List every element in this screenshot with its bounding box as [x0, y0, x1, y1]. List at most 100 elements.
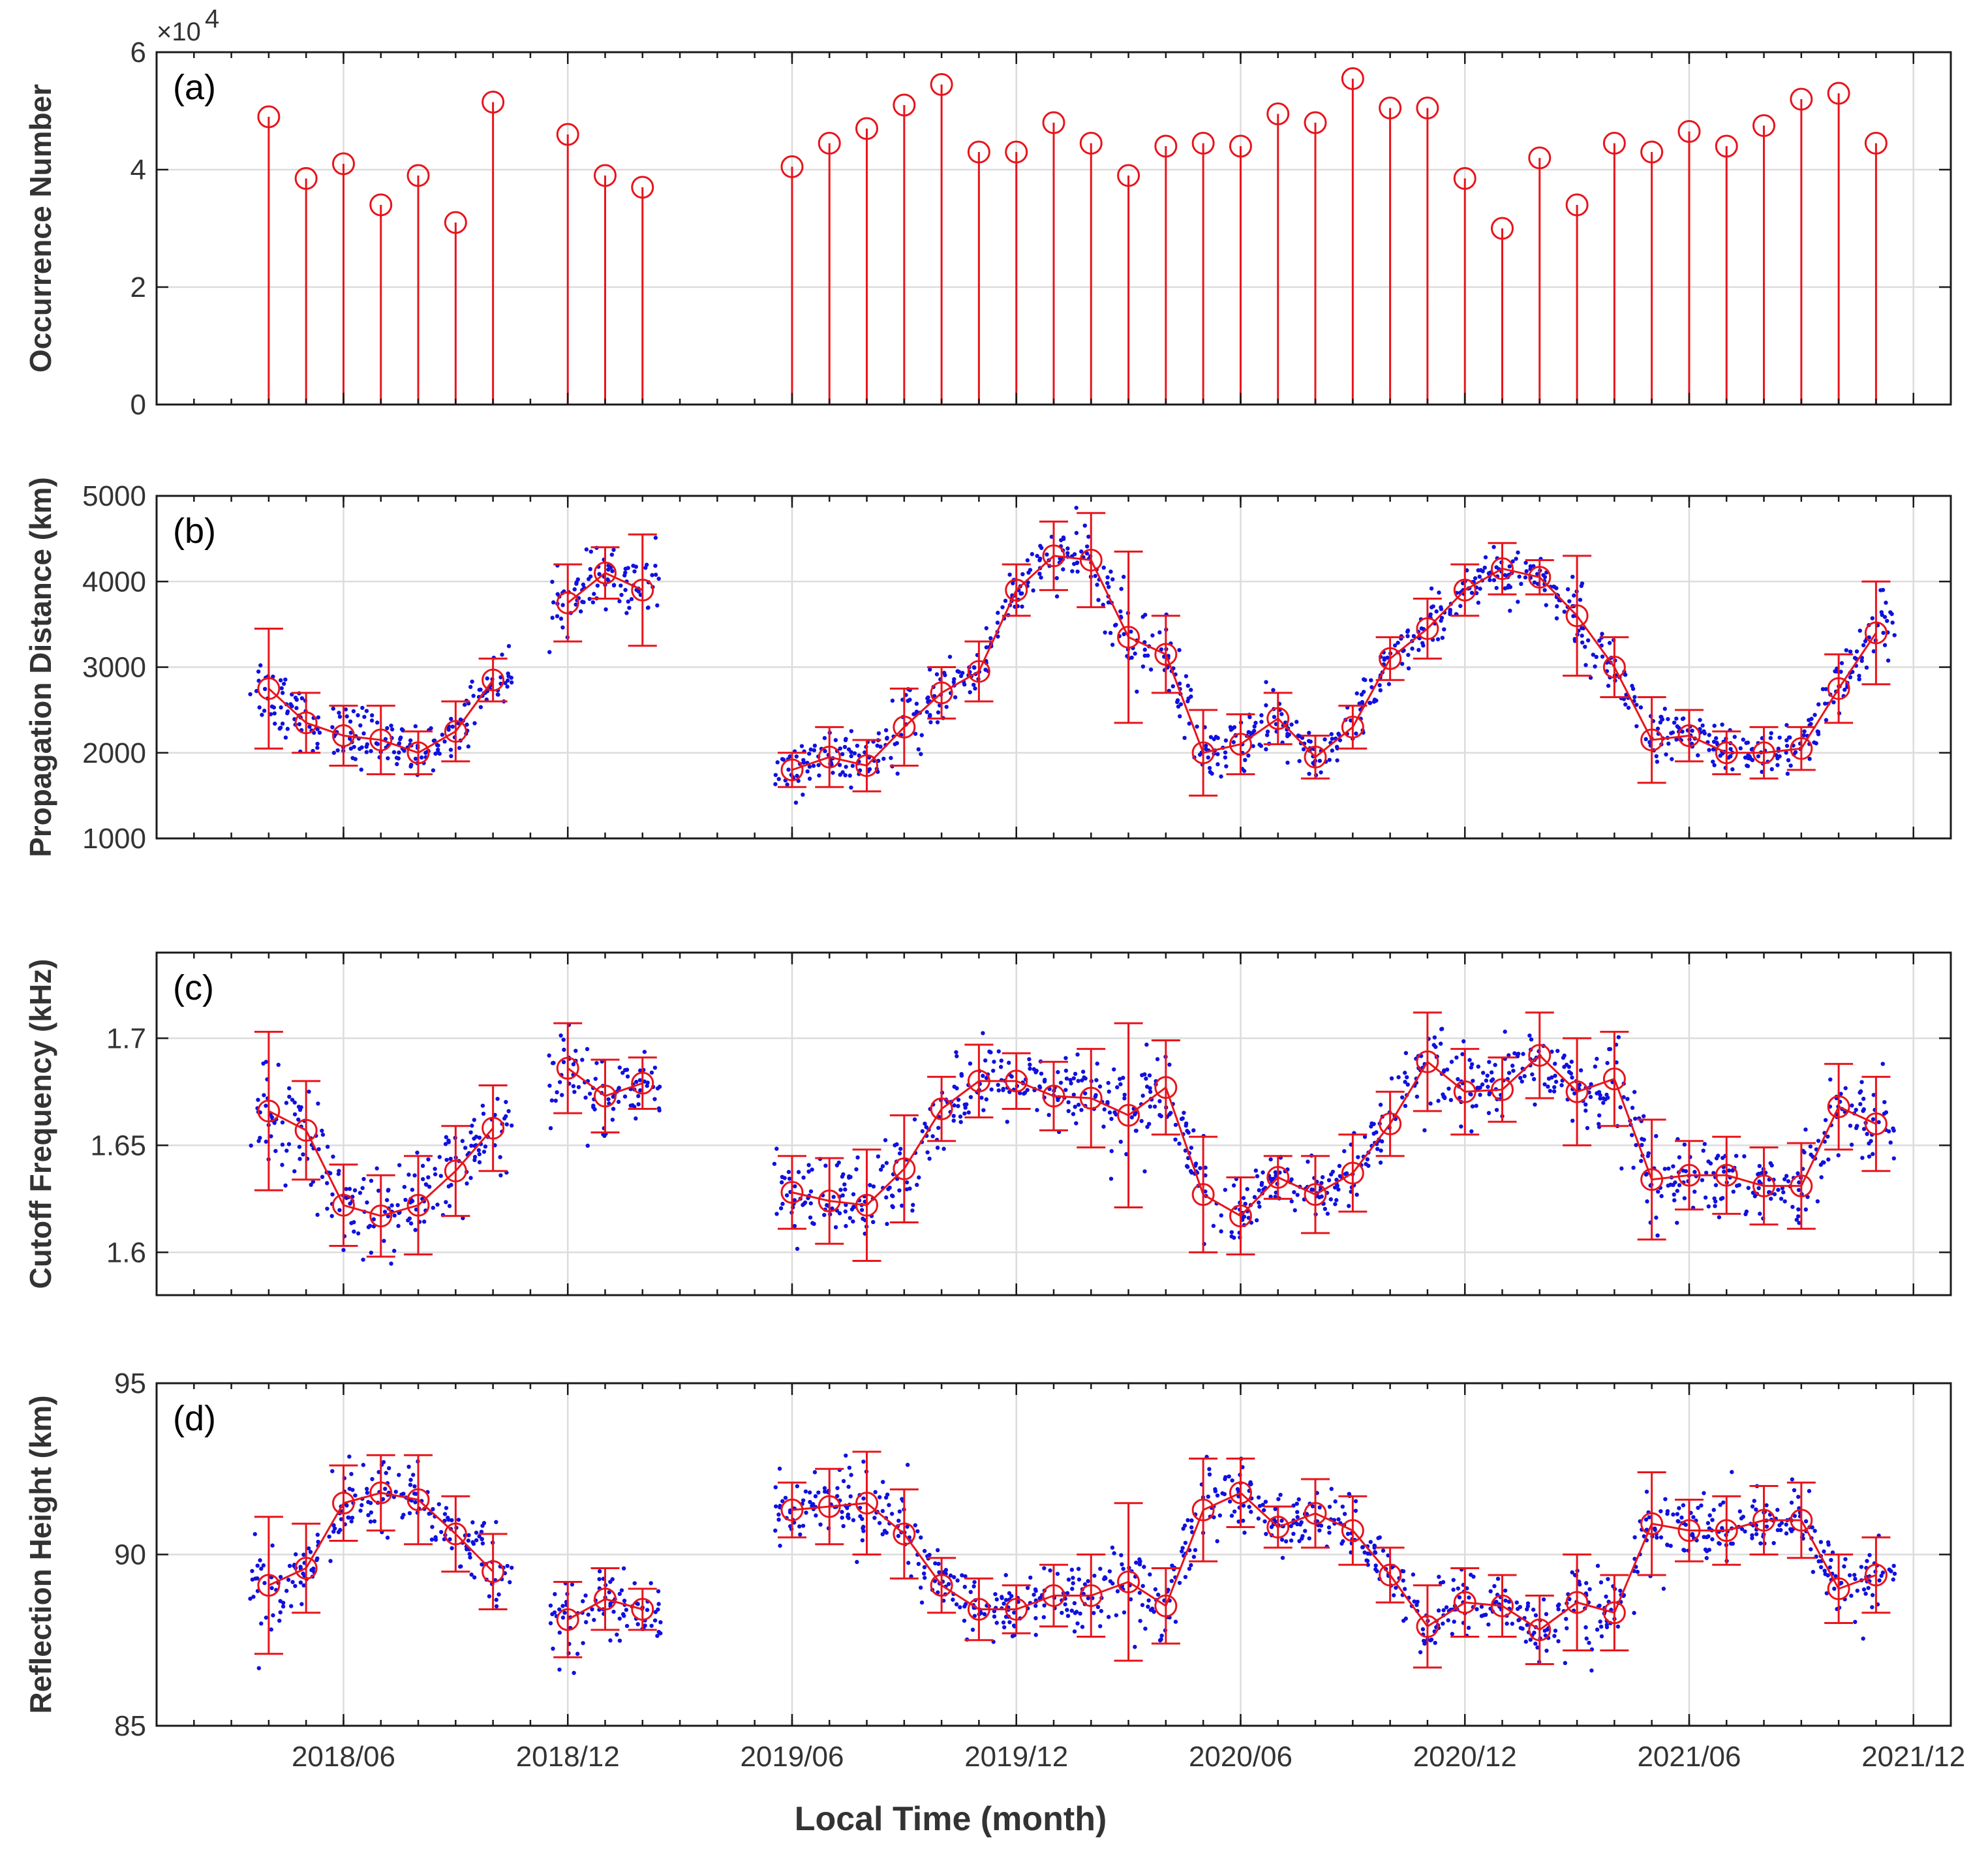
mean-line-segment — [1689, 735, 1727, 754]
scatter-point — [1415, 1094, 1420, 1099]
scatter-point — [844, 737, 848, 741]
scatter-point — [1826, 1542, 1831, 1547]
scatter-point — [1570, 1118, 1575, 1123]
scatter-point — [1746, 1186, 1751, 1190]
scatter-point — [1585, 638, 1591, 643]
scatter-point — [1037, 558, 1042, 562]
scatter-point — [547, 1053, 551, 1058]
scatter-point — [996, 1082, 1000, 1087]
scatter-point — [547, 650, 552, 654]
scatter-point — [955, 1578, 960, 1583]
scatter-point — [1109, 569, 1113, 574]
scatter-point — [1206, 1494, 1210, 1499]
scatter-point — [1665, 1542, 1670, 1548]
scatter-point — [785, 782, 789, 787]
scatter-point — [891, 1204, 895, 1210]
scatter-point — [1208, 769, 1213, 774]
scatter-point — [1768, 735, 1773, 741]
scatter-point — [1003, 1572, 1008, 1578]
scatter-points — [248, 506, 1897, 805]
mean-line-segment — [829, 756, 867, 767]
scatter-point — [626, 566, 630, 570]
scatter-point — [1063, 1056, 1068, 1060]
scatter-point — [1508, 608, 1512, 613]
scatter-point — [1707, 1526, 1712, 1531]
scatter-point — [1638, 705, 1644, 710]
scatter-point — [1469, 1065, 1474, 1070]
mean-line-segment — [791, 756, 830, 771]
scatter-point — [505, 1563, 510, 1569]
scatter-point — [412, 1173, 417, 1178]
scatter-point — [833, 738, 838, 743]
scatter-point — [1259, 1180, 1264, 1186]
scatter-point — [951, 1597, 955, 1602]
mean-marker — [1341, 1161, 1364, 1185]
scatter-point — [653, 563, 658, 568]
y-axis-title: Occurrence Number — [23, 84, 57, 373]
scatter-point — [808, 1215, 813, 1220]
scatter-point — [1824, 718, 1829, 722]
scatter-point — [278, 726, 283, 730]
scatter-point — [615, 1632, 619, 1637]
scatter-point — [863, 750, 867, 755]
scatter-point — [386, 1214, 391, 1219]
scatter-point — [1802, 729, 1807, 734]
scatter-point — [449, 754, 453, 759]
scatter-point — [805, 769, 810, 774]
scatter-point — [1285, 760, 1290, 765]
scatter-point — [849, 729, 854, 733]
scatter-point — [408, 1477, 413, 1482]
scatter-point — [555, 614, 560, 619]
scatter-point — [1865, 1131, 1869, 1137]
scatter-point — [1822, 1160, 1826, 1165]
y-tick-label: 3000 — [82, 652, 146, 684]
scatter-point — [402, 748, 406, 753]
scatter-point — [779, 1180, 784, 1185]
scatter-point — [1479, 1604, 1484, 1609]
mean-line-segment — [1165, 1509, 1204, 1606]
mean-line-segment — [1838, 1574, 1876, 1590]
scatter-point — [1441, 1094, 1446, 1099]
scatter-point — [780, 1499, 785, 1503]
scatter-point — [382, 1238, 386, 1244]
scatter-point — [1842, 1564, 1846, 1569]
scatter-point — [392, 1248, 397, 1253]
scatter-point — [1254, 1218, 1259, 1223]
scatter-point — [1599, 1634, 1604, 1639]
mean-line-segment — [1127, 1086, 1167, 1116]
scatter-point — [1295, 1510, 1300, 1514]
stem-marker — [1790, 87, 1813, 111]
scatter-point — [1098, 1567, 1103, 1571]
scatter-point — [1147, 1073, 1152, 1078]
mean-marker — [1079, 548, 1103, 572]
scatter-point — [1295, 1522, 1300, 1527]
scatter-point — [306, 1546, 311, 1551]
scatter-point — [996, 1049, 1001, 1054]
scatter-point — [1439, 605, 1443, 609]
scatter-point — [1138, 1619, 1142, 1623]
scatter-point — [1750, 1536, 1754, 1540]
scatter-point — [823, 748, 827, 754]
mean-line-segment — [1426, 589, 1466, 630]
scatter-point — [1285, 731, 1290, 737]
scatter-point — [337, 1169, 341, 1173]
scatter-point — [1159, 1633, 1164, 1638]
mean-marker — [482, 668, 505, 692]
scatter-point — [1859, 1565, 1864, 1569]
scatter-point — [1782, 1199, 1787, 1204]
mean-marker — [818, 745, 841, 769]
scatter-point — [557, 1667, 562, 1672]
scatter-point — [951, 1114, 956, 1118]
scatter-point — [498, 1155, 502, 1159]
scatter-point — [623, 588, 628, 592]
mean-marker — [1117, 626, 1140, 649]
mean-line-segment — [1202, 1492, 1242, 1511]
scatter-point — [1241, 1195, 1246, 1201]
scatter-point — [843, 773, 848, 778]
scatter-point — [1092, 1573, 1097, 1578]
scatter-point — [1525, 1623, 1529, 1627]
scatter-point — [657, 1084, 662, 1089]
scatter-point — [617, 1065, 622, 1070]
scatter-point — [788, 754, 792, 759]
scatter-point — [1850, 1103, 1854, 1108]
